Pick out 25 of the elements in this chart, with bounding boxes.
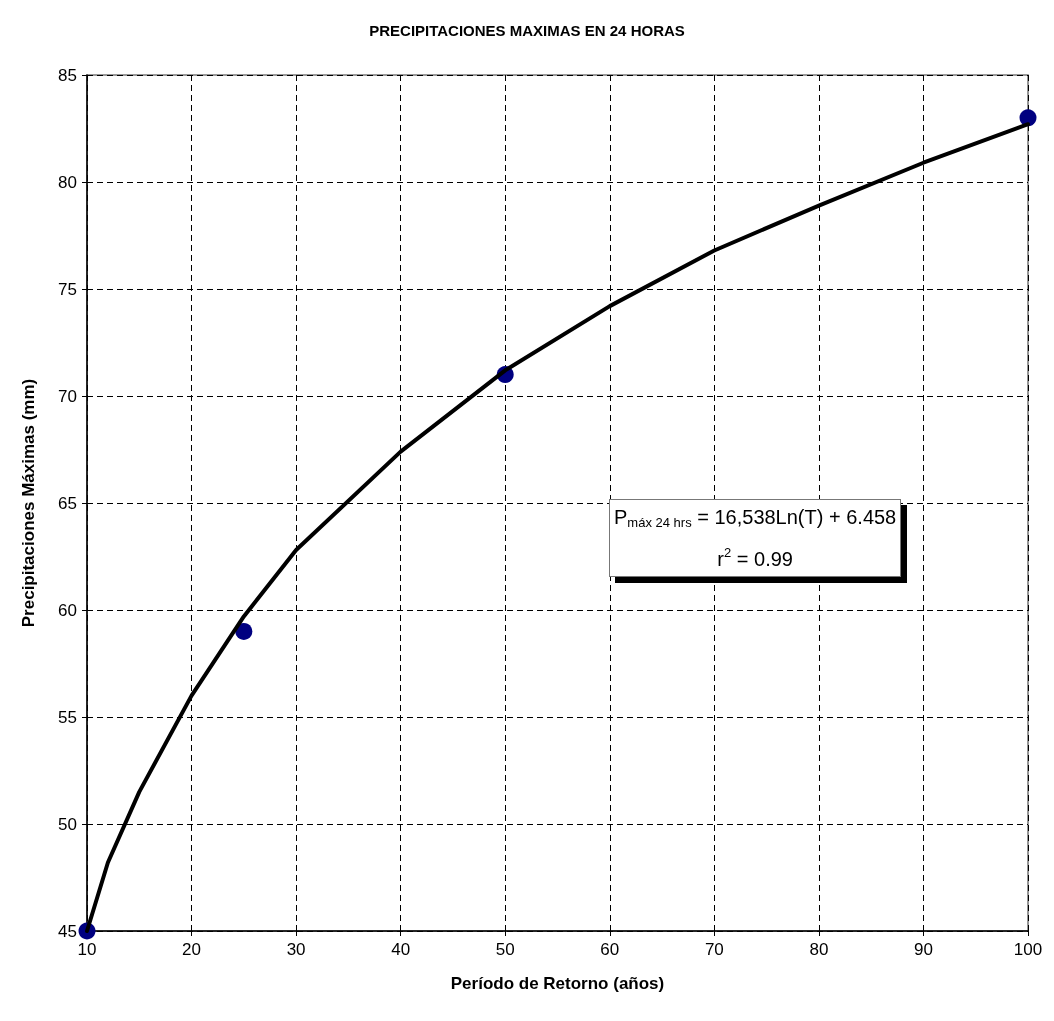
x-tick-label: 30 — [286, 940, 306, 959]
x-axis-title: Período de Retorno (años) — [450, 974, 665, 993]
x-tick-label: 80 — [809, 940, 829, 959]
annotation: P$_{máx 24 hrs}$ = 16,538Ln(T) + 6.458 — [614, 505, 897, 532]
y-tick-label: 60 — [58, 600, 77, 620]
point — [235, 622, 253, 640]
x-tick-label: 50 — [495, 940, 515, 959]
y-tick-label: 80 — [58, 172, 77, 192]
y-tick-label: 70 — [58, 386, 77, 406]
x-tick-label: 90 — [913, 940, 933, 959]
chart-title: PRECIPITACIONES MAXIMAS EN 24 HORAS — [369, 22, 685, 39]
annotation: r$^{2}$ = 0.99 — [716, 544, 794, 572]
x-tick-label: 60 — [600, 940, 620, 959]
y-axis-title: Precipitaciones Máximas (mm) — [19, 378, 38, 628]
x-tick-label: 20 — [182, 940, 202, 959]
y-tick-label: 85 — [58, 65, 77, 85]
x-tick-label: 40 — [391, 940, 411, 959]
x-tick-label: 100 — [1013, 940, 1043, 959]
y-tick-label: 75 — [58, 279, 77, 299]
y-tick-label: 55 — [58, 707, 77, 727]
y-tick-label: 45 — [58, 921, 77, 941]
y-tick-label: 50 — [58, 814, 77, 834]
x-tick-label: 10 — [77, 940, 97, 959]
x-tick-label: 70 — [704, 940, 724, 959]
y-tick-label: 65 — [58, 493, 77, 513]
